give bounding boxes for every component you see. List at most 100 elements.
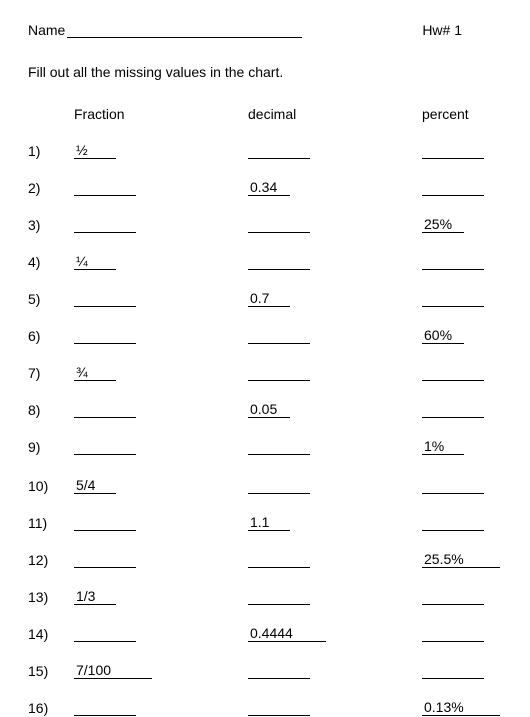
- decimal-value: 0.7: [248, 290, 290, 307]
- row-number: 2): [28, 180, 74, 196]
- percent-blank[interactable]: [422, 291, 484, 307]
- row-number: 7): [28, 365, 74, 381]
- decimal-value: 0.34: [248, 179, 290, 196]
- worksheet-row: 14) 0.4444: [28, 625, 502, 642]
- percent-blank[interactable]: [422, 663, 484, 679]
- fraction-cell: 1/3: [74, 588, 248, 605]
- worksheet-row: 12)25.5%: [28, 551, 502, 568]
- percent-blank[interactable]: [422, 180, 484, 196]
- percent-value: 0.13%: [422, 699, 500, 716]
- row-number: 14): [28, 626, 74, 642]
- decimal-cell: [248, 552, 422, 568]
- fraction-blank[interactable]: [74, 291, 136, 307]
- percent-cell: 25%: [422, 216, 502, 233]
- percent-blank[interactable]: [422, 254, 484, 270]
- column-percent-header: percent: [422, 106, 502, 122]
- row-number: 11): [28, 515, 74, 531]
- percent-cell: 1%: [422, 438, 502, 455]
- row-number: 10): [28, 478, 74, 494]
- decimal-blank[interactable]: [248, 663, 310, 679]
- decimal-blank[interactable]: [248, 217, 310, 233]
- decimal-cell: [248, 589, 422, 605]
- rows-container: 1)½2)0.343)25%4)¼5)0.76)60%7)¾8)0.059)1%…: [28, 142, 502, 716]
- fraction-cell: [74, 328, 248, 344]
- percent-blank[interactable]: [422, 402, 484, 418]
- row-number: 4): [28, 254, 74, 270]
- name-input-line[interactable]: [67, 37, 302, 38]
- fraction-blank[interactable]: [74, 439, 136, 455]
- worksheet-row: 7)¾: [28, 364, 502, 381]
- decimal-blank[interactable]: [248, 328, 310, 344]
- percent-cell: 25.5%: [422, 551, 502, 568]
- homework-number: Hw# 1: [422, 22, 462, 38]
- percent-blank[interactable]: [422, 589, 484, 605]
- decimal-blank[interactable]: [248, 143, 310, 159]
- decimal-blank[interactable]: [248, 478, 310, 494]
- percent-value: 25.5%: [422, 551, 500, 568]
- fraction-blank[interactable]: [74, 626, 136, 642]
- column-number-spacer: [28, 106, 74, 122]
- percent-blank[interactable]: [422, 626, 484, 642]
- row-number: 6): [28, 328, 74, 344]
- fraction-cell: 7/100: [74, 662, 248, 679]
- row-number: 3): [28, 217, 74, 233]
- worksheet-row: 5) 0.7: [28, 290, 502, 307]
- worksheet-row: 6) 60%: [28, 327, 502, 344]
- worksheet-row: 16) 0.13%: [28, 699, 502, 716]
- column-decimal-header: decimal: [248, 106, 422, 122]
- decimal-blank[interactable]: [248, 589, 310, 605]
- decimal-blank[interactable]: [248, 552, 310, 568]
- fraction-blank[interactable]: [74, 552, 136, 568]
- column-fraction-header: Fraction: [74, 106, 248, 122]
- percent-cell: [422, 365, 502, 381]
- fraction-blank[interactable]: [74, 700, 136, 716]
- percent-blank[interactable]: [422, 365, 484, 381]
- decimal-cell: [248, 439, 422, 455]
- percent-value: 60%: [422, 327, 464, 344]
- fraction-cell: [74, 626, 248, 642]
- percent-value: 25%: [422, 216, 464, 233]
- fraction-cell: [74, 217, 248, 233]
- decimal-cell: 0.4444: [248, 625, 422, 642]
- percent-blank[interactable]: [422, 478, 484, 494]
- percent-blank[interactable]: [422, 515, 484, 531]
- decimal-cell: [248, 700, 422, 716]
- decimal-blank[interactable]: [248, 365, 310, 381]
- percent-cell: [422, 478, 502, 494]
- percent-cell: [422, 291, 502, 307]
- decimal-blank[interactable]: [248, 700, 310, 716]
- header: Name Hw# 1: [28, 22, 502, 38]
- worksheet-row: 11) 1.1: [28, 514, 502, 531]
- percent-blank[interactable]: [422, 143, 484, 159]
- worksheet-row: 13)1/3: [28, 588, 502, 605]
- fraction-cell: [74, 180, 248, 196]
- fraction-cell: ¼: [74, 253, 248, 270]
- decimal-value: 0.05: [248, 401, 290, 418]
- fraction-cell: [74, 291, 248, 307]
- row-number: 5): [28, 291, 74, 307]
- fraction-cell: [74, 700, 248, 716]
- row-number: 16): [28, 700, 74, 716]
- decimal-cell: [248, 365, 422, 381]
- decimal-blank[interactable]: [248, 254, 310, 270]
- decimal-cell: [248, 478, 422, 494]
- worksheet-row: 2) 0.34: [28, 179, 502, 196]
- percent-cell: [422, 402, 502, 418]
- decimal-cell: [248, 254, 422, 270]
- fraction-blank[interactable]: [74, 328, 136, 344]
- decimal-blank[interactable]: [248, 439, 310, 455]
- worksheet-row: 1)½: [28, 142, 502, 159]
- worksheet-row: 15)7/100: [28, 662, 502, 679]
- decimal-cell: 0.34: [248, 179, 422, 196]
- fraction-blank[interactable]: [74, 515, 136, 531]
- percent-cell: [422, 143, 502, 159]
- percent-cell: [422, 180, 502, 196]
- decimal-cell: 1.1: [248, 514, 422, 531]
- fraction-cell: ½: [74, 142, 248, 159]
- percent-cell: 60%: [422, 327, 502, 344]
- fraction-blank[interactable]: [74, 217, 136, 233]
- fraction-blank[interactable]: [74, 402, 136, 418]
- decimal-cell: [248, 663, 422, 679]
- worksheet-row: 3) 25%: [28, 216, 502, 233]
- fraction-blank[interactable]: [74, 180, 136, 196]
